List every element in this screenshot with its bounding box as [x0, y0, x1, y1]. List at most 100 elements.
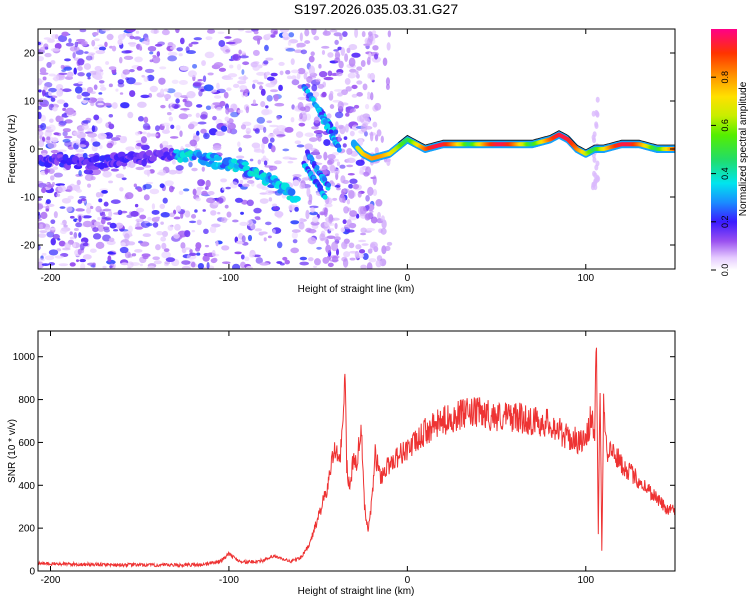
spectrogram-noise-blob	[252, 49, 260, 56]
spectrogram-noise-blob	[50, 47, 61, 52]
spectrogram-noise-blob	[207, 190, 215, 196]
spectrogram-noise-blob	[221, 261, 231, 265]
spectrogram-noise-blob	[53, 211, 58, 219]
spectrogram-noise-blob	[294, 206, 299, 212]
spectrogram-noise-blob	[64, 119, 73, 124]
spectrogram-noise-blob	[57, 238, 61, 241]
spectrogram-noise-blob	[82, 254, 92, 260]
spectrogram-noise-blob	[218, 67, 227, 72]
spectrogram-noise-blob	[336, 187, 341, 191]
spectrogram-noise-blob	[267, 133, 276, 139]
spectrogram-x-tick-label: -100	[219, 273, 239, 284]
spectrogram-noise-blob	[217, 211, 221, 215]
spectrogram-ridge-blob	[325, 123, 331, 129]
spectrogram-noise-blob	[209, 226, 217, 234]
spectrogram-noise-blob	[141, 41, 149, 44]
spectrogram-noise-blob	[100, 218, 106, 225]
spectrogram-noise-blob	[179, 65, 189, 71]
spectrogram-noise-blob	[186, 50, 196, 55]
spectrogram-noise-blob	[276, 115, 281, 121]
spectrogram-noise-blob	[168, 116, 174, 122]
spectrogram-noise-blob	[590, 184, 595, 191]
spectrogram-noise-blob	[145, 222, 153, 227]
spectrogram-noise-blob	[292, 174, 302, 178]
spectrogram-noise-blob	[195, 112, 200, 118]
spectrogram-noise-blob	[50, 227, 56, 231]
spectrogram-noise-blob	[48, 249, 59, 256]
spectrogram-noise-blob	[327, 262, 334, 268]
spectrogram-noise-blob	[175, 165, 184, 171]
spectrogram-noise-blob	[108, 210, 113, 218]
spectrogram-noise-blob	[196, 252, 201, 256]
spectrogram-noise-blob	[316, 246, 322, 250]
spectrogram-noise-blob	[110, 137, 121, 141]
spectrogram-noise-blob	[343, 206, 349, 214]
spectrogram-noise-blob	[225, 41, 236, 45]
spectrogram-noise-blob	[192, 81, 202, 88]
spectrogram-noise-blob	[51, 137, 59, 143]
spectrogram-noise-blob	[217, 31, 225, 34]
spectrogram-noise-blob	[101, 216, 108, 220]
spectrogram-noise-blob	[246, 179, 255, 184]
spectrogram-noise-blob	[41, 187, 47, 194]
spectrogram-noise-blob	[50, 60, 56, 65]
spectrogram-noise-blob	[170, 46, 176, 50]
spectrogram-noise-blob	[265, 221, 272, 226]
spectrogram-noise-blob	[134, 131, 141, 136]
spectrogram-noise-blob	[596, 175, 601, 182]
spectrogram-noise-blob	[301, 112, 308, 122]
spectrogram-noise-blob	[229, 64, 234, 69]
spectrogram-noise-blob	[219, 100, 226, 107]
spectrogram-noise-blob	[202, 255, 210, 262]
spectrogram-noise-blob	[327, 52, 334, 58]
spectrogram-noise-blob	[263, 160, 268, 166]
spectrogram-noise-blob	[171, 79, 179, 84]
spectrogram-noise-blob	[98, 198, 103, 203]
spectrogram-noise-blob	[360, 227, 367, 234]
spectrogram-noise-blob	[340, 227, 346, 233]
spectrogram-noise-blob	[121, 177, 127, 181]
spectrogram-noise-blob	[134, 248, 143, 253]
spectrogram-noise-blob	[198, 90, 203, 97]
spectrogram-ridge-blob	[336, 147, 342, 153]
spectrogram-noise-blob	[173, 233, 180, 239]
spectrogram-y-label: Frequency (Hz)	[7, 115, 18, 184]
spectrogram-noise-blob	[57, 34, 68, 43]
spectrogram-noise-blob	[296, 144, 305, 148]
spectrogram-noise-blob	[69, 236, 75, 240]
spectrogram-noise-blob	[111, 45, 117, 52]
spectrogram-noise-blob	[188, 43, 193, 48]
spectrogram-noise-blob	[102, 265, 107, 269]
spectrogram-noise-blob	[313, 116, 320, 124]
spectrogram-noise-blob	[68, 38, 72, 43]
spectrogram-noise-blob	[83, 97, 91, 101]
spectrogram-noise-blob	[96, 69, 102, 78]
spectrogram-noise-blob	[311, 126, 319, 130]
spectrogram-noise-blob	[47, 142, 57, 149]
spectrogram-noise-blob	[137, 101, 147, 108]
spectrogram-noise-blob	[181, 247, 187, 254]
spectrogram-noise-blob	[348, 189, 355, 199]
spectrogram-noise-blob	[244, 92, 248, 97]
spectrogram-noise-blob	[135, 166, 145, 171]
spectrogram-noise-blob	[323, 76, 334, 81]
spectrogram-noise-blob	[41, 152, 47, 157]
spectrogram-noise-blob	[267, 235, 272, 239]
spectrogram-noise-blob	[290, 116, 295, 123]
spectrogram-noise-blob	[374, 102, 382, 111]
spectrogram-noise-blob	[212, 115, 217, 121]
spectrogram-noise-blob	[38, 131, 44, 136]
spectrogram-noise-blob	[165, 97, 169, 102]
spectrogram-noise-blob	[38, 244, 41, 251]
spectrogram-noise-blob	[92, 141, 101, 147]
spectrogram-noise-blob	[142, 233, 152, 237]
spectrogram-noise-blob	[178, 190, 184, 195]
spectrogram-noise-blob	[246, 131, 250, 134]
spectrogram-noise-blob	[80, 263, 86, 269]
spectrogram-ridge-blob	[292, 195, 301, 202]
snr-x-tick-label: 0	[405, 575, 411, 586]
spectrogram-noise-blob	[142, 255, 149, 260]
spectrogram-noise-blob	[321, 49, 326, 55]
spectrogram-noise-blob	[111, 102, 118, 109]
